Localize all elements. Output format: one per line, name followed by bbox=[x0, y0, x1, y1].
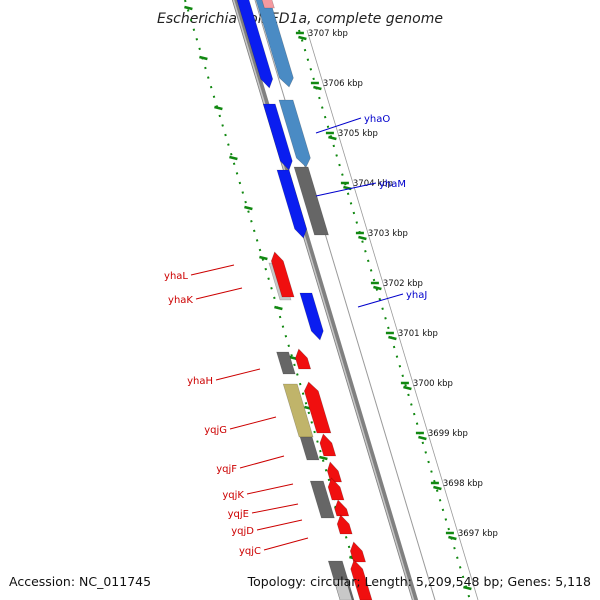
ruler-right-major-tick bbox=[463, 585, 472, 591]
gene-label-yhaM: yhaM bbox=[379, 179, 406, 190]
gene-label-yqjD: yqjD bbox=[231, 526, 254, 537]
gene-label-yhaK: yhaK bbox=[168, 295, 193, 306]
ruler-right-major-tick bbox=[448, 535, 457, 541]
gene-feature-steel bbox=[255, 0, 294, 88]
gene-label-yhaH: yhaH bbox=[187, 376, 213, 387]
forward-gene-feature bbox=[276, 169, 308, 239]
ruler-left-major-tick bbox=[274, 305, 283, 311]
ruler-right-major-tick bbox=[298, 35, 307, 41]
gene-label-leader bbox=[215, 368, 261, 381]
ruler-left-major-tick bbox=[214, 105, 223, 111]
gene-feature-pink bbox=[261, 0, 275, 9]
gene-feature-light-grey bbox=[333, 579, 353, 600]
ruler-right-major-tick bbox=[313, 85, 322, 91]
ruler-left-major-tick bbox=[229, 155, 238, 161]
reverse-gene-feature bbox=[270, 251, 295, 298]
backbone-highlight bbox=[232, 0, 415, 600]
reverse-gene-feature bbox=[334, 499, 350, 517]
gene-label-leader bbox=[190, 264, 235, 276]
gene-label-yqjC: yqjC bbox=[239, 546, 261, 557]
gene-label-yhaL: yhaL bbox=[164, 271, 188, 282]
reverse-gene-feature bbox=[350, 559, 373, 600]
map-title: Escherichia coli ED1a, complete genome bbox=[157, 11, 443, 27]
gene-label-leader bbox=[246, 483, 294, 495]
ruler-left-major-tick bbox=[319, 455, 328, 461]
reverse-gene-feature bbox=[336, 514, 353, 535]
kbp-tick-label: 3700 kbp bbox=[413, 379, 453, 389]
gene-label-leader bbox=[229, 416, 277, 430]
kbp-tick-label: 3703 kbp bbox=[368, 229, 408, 239]
gene-feature-olive bbox=[282, 383, 314, 438]
gene-label-leader bbox=[256, 519, 303, 531]
gene-label-leader bbox=[195, 287, 243, 300]
kbp-tick-label: 3698 kbp bbox=[443, 479, 483, 489]
backbone-band bbox=[231, 0, 419, 600]
ruler-left-major-tick bbox=[184, 5, 193, 11]
ruler-right-major-tick bbox=[358, 235, 367, 241]
gene-label-leader bbox=[315, 117, 362, 134]
ruler-right-major-tick bbox=[433, 485, 442, 491]
gene-feature-grey bbox=[299, 436, 320, 461]
reverse-gene-feature bbox=[326, 461, 343, 483]
ruler-right-major-tick bbox=[373, 285, 382, 291]
genome-backbone bbox=[231, 0, 419, 600]
gene-label-yqjE: yqjE bbox=[228, 509, 249, 520]
kbp-tick-label: 3701 kbp bbox=[398, 329, 438, 339]
kbp-tick-label: 3705 kbp bbox=[338, 129, 378, 139]
gene-label-leader bbox=[315, 182, 377, 197]
gene-label-leader bbox=[263, 537, 309, 551]
gene-label-yqjK: yqjK bbox=[222, 490, 244, 501]
ruler-left-major-tick bbox=[259, 255, 268, 261]
ruler-right-major-tick bbox=[328, 135, 337, 141]
gene-feature-grey bbox=[276, 351, 296, 375]
genome-summary: Topology: circular; Length: 5,209,548 bp… bbox=[247, 574, 591, 589]
ruler-right-major-tick bbox=[418, 435, 427, 441]
accession-label: Accession: NC_011745 bbox=[9, 574, 151, 589]
gene-label-yhaO: yhaO bbox=[364, 114, 390, 125]
inner-guide-line-right bbox=[306, 29, 479, 600]
gene-label-leader bbox=[251, 503, 299, 514]
gene-feature-grey bbox=[309, 480, 335, 519]
kbp-tick-label: 3707 kbp bbox=[308, 29, 348, 39]
gene-feature-steel bbox=[278, 99, 311, 168]
kbp-tick-label: 3706 kbp bbox=[323, 79, 363, 89]
forward-gene-feature bbox=[262, 103, 293, 171]
ruler-right-major-tick bbox=[403, 385, 412, 391]
reverse-gene-feature bbox=[319, 433, 337, 457]
reverse-gene-feature bbox=[349, 541, 367, 563]
gene-label-yqjF: yqjF bbox=[216, 464, 237, 475]
gene-label-yqjG: yqjG bbox=[204, 425, 227, 436]
kbp-tick-label: 3702 kbp bbox=[383, 279, 423, 289]
kbp-tick-label: 3699 kbp bbox=[428, 429, 468, 439]
gene-feature-grey bbox=[293, 166, 329, 236]
ruler-left-major-tick bbox=[244, 205, 253, 211]
reverse-gene-feature bbox=[295, 348, 312, 370]
kbp-tick-label: 3697 kbp bbox=[458, 529, 498, 539]
gene-label-leader bbox=[357, 293, 404, 308]
gene-labels: yhaO yhaM yhaJ yhaL yhaK yhaH yqjG yqjF yqjK yqjE… bbox=[164, 114, 427, 557]
forward-gene-feature bbox=[299, 292, 324, 341]
ruler-right-major-tick bbox=[388, 335, 397, 341]
gene-label-yhaJ: yhaJ bbox=[406, 290, 427, 301]
reverse-gene-feature bbox=[303, 381, 332, 434]
forward-gene-feature bbox=[236, 0, 274, 89]
ruler-left-major-tick bbox=[199, 55, 208, 61]
gene-label-leader bbox=[239, 455, 285, 469]
gene-features bbox=[236, 0, 373, 600]
